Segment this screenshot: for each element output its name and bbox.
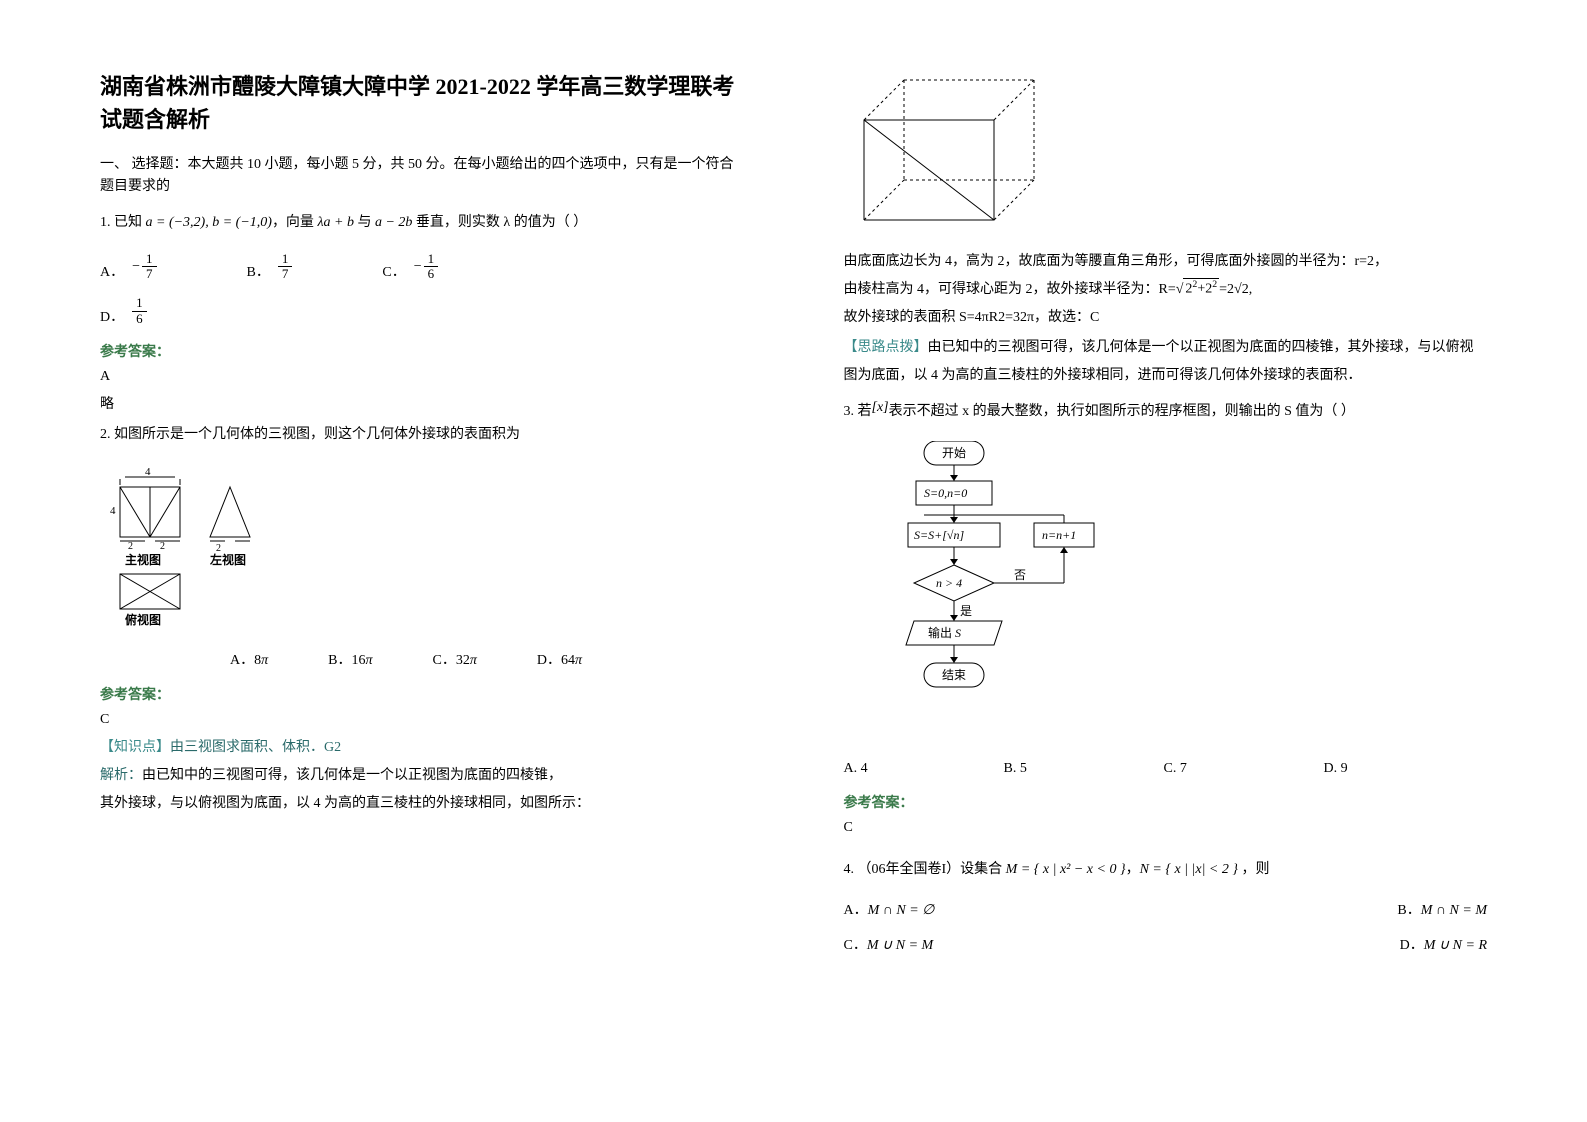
- svg-text:是: 是: [960, 604, 972, 618]
- q2-exp4: 由棱柱高为 4，可得球心距为 2，故外接球半径为：R=√22+22=2√2,: [844, 278, 1488, 298]
- q2-exp2: 其外接球，与以俯视图为底面，以 4 为高的直三棱柱的外接球相同，如图所示：: [100, 792, 744, 812]
- q1-option-d: D． 16: [100, 296, 147, 326]
- opt-b-label: B．: [247, 261, 270, 281]
- q1-option-b: B． 17: [247, 252, 293, 282]
- q2-exp4-sqrt: 22+22: [1183, 278, 1219, 298]
- q3-options: A. 4 B. 5 C. 7 D. 9: [844, 761, 1488, 777]
- q1-text: 1. 已知 a = (−3,2), b = (−1,0) ，向量 λa + b …: [100, 209, 744, 237]
- q1-note: 略: [100, 393, 744, 413]
- q4-options: A．M ∩ N = ∅ B．M ∩ N = M C．M ∪ N = M D．M …: [844, 899, 1488, 954]
- q1-mid1: ，向量: [272, 209, 314, 237]
- q2-kp-text: 由三视图求面积、体积．G2: [170, 740, 341, 755]
- q3-opt-c: C. 7: [1164, 761, 1324, 777]
- q3-text: 3. 若 [x] 表示不超过 x 的最大整数，执行如图所示的程序框图，则输出的 …: [844, 398, 1488, 426]
- q2-kp: 【知识点】由三视图求面积、体积．G2: [100, 736, 744, 756]
- q4-opt-d: D．M ∪ N = R: [1400, 934, 1487, 954]
- opt-c-label: C．: [382, 261, 405, 281]
- q2-exp4-post: =2√2,: [1219, 282, 1252, 297]
- q3-opt-a: A. 4: [844, 761, 1004, 777]
- q2-choices: A．8π B．16π C．32π D．64π: [230, 649, 744, 669]
- optA-num: 1: [142, 252, 157, 267]
- q2-exp1-text: 由已知中的三视图可得，该几何体是一个以正视图为底面的四棱锥，: [142, 768, 562, 783]
- opt-a-label: A．: [100, 261, 124, 281]
- q2-tip: 【思路点拨】由已知中的三视图可得，该几何体是一个以正视图为底面的四棱锥，其外接球…: [844, 334, 1488, 390]
- svg-text:4: 4: [145, 466, 151, 478]
- q3-opt-b: B. 5: [1004, 761, 1164, 777]
- q1-mid2: 与: [357, 209, 371, 237]
- opt-d-label: D．: [100, 306, 124, 326]
- section-header: 一、 选择题：本大题共 10 小题，每小题 5 分，共 50 分。在每小题给出的…: [100, 154, 744, 199]
- q4-M: M = { x | x² − x < 0 }: [1002, 856, 1125, 884]
- top-view-label: 俯视图: [125, 612, 161, 627]
- q4-N: N = { x | |x| < 2 }: [1140, 856, 1242, 884]
- q1-option-a: A． −17: [100, 252, 157, 282]
- q4-opt-c: C．M ∪ N = M: [844, 934, 934, 954]
- q2-choice-a: A．8π: [230, 649, 268, 669]
- ans-label-3: 参考答案：: [844, 792, 1488, 812]
- q3-pre: 3. 若: [844, 398, 872, 426]
- optD-den: 6: [132, 312, 147, 326]
- q1-answer: A: [100, 369, 744, 385]
- q1-prefix: 1. 已知: [100, 209, 142, 237]
- left-view-label: 左视图: [209, 552, 246, 567]
- q2-tip-label: 【思路点拨】: [844, 340, 928, 355]
- q4-opt-b: B．M ∩ N = M: [1397, 899, 1487, 919]
- svg-text:2: 2: [160, 541, 165, 552]
- optA-den: 7: [142, 267, 157, 281]
- optC-den: 6: [424, 267, 439, 281]
- ans-label-2: 参考答案：: [100, 684, 744, 704]
- q4-suffix: ，则: [1241, 856, 1269, 884]
- doc-title: 湖南省株洲市醴陵大障镇大障中学 2021-2022 学年高三数学理联考试题含解析: [100, 70, 744, 136]
- q4-opt-a: A．M ∩ N = ∅: [844, 899, 935, 919]
- flowchart: 开始 S=0,n=0 S=S+[√n] n=n+1 n > 4 否: [894, 441, 1488, 746]
- q2-text: 2. 如图所示是一个几何体的三视图，则这个几何体外接球的表面积为: [100, 421, 744, 449]
- prism-figure: [844, 70, 1488, 235]
- q1-vectors: a = (−3,2), b = (−1,0): [142, 209, 272, 237]
- q2-exp3: 由底面底边长为 4，高为 2，故底面为等腰直角三角形，可得底面外接圆的半径为：r…: [844, 250, 1488, 270]
- q2-choice-b: B．16π: [328, 649, 372, 669]
- svg-text:n > 4: n > 4: [936, 576, 962, 590]
- three-views: 4 4 2 2 主视图 2 左视图: [100, 459, 744, 639]
- optC-num: 1: [424, 252, 439, 267]
- svg-text:否: 否: [1014, 568, 1026, 582]
- q1-suffix: 垂直，则实数 λ 的值为（ ）: [416, 209, 587, 237]
- svg-text:n=n+1: n=n+1: [1042, 528, 1076, 542]
- q2-tip1: 由已知中的三视图可得，该几何体是一个以正视图为底面的四棱锥，其外接球，与以俯视图…: [844, 340, 1474, 383]
- q1-expr2: a − 2b: [371, 209, 415, 237]
- three-views-svg: 4 4 2 2 主视图 2 左视图: [100, 459, 300, 639]
- optB-num: 1: [278, 252, 293, 267]
- q2-exp1: 解析：由已知中的三视图可得，该几何体是一个以正视图为底面的四棱锥，: [100, 764, 744, 784]
- ans-label-1: 参考答案：: [100, 341, 744, 361]
- optD-num: 1: [132, 296, 147, 311]
- svg-text:结束: 结束: [942, 668, 966, 682]
- q1-expr1: λa + b: [314, 209, 358, 237]
- q3-bracket: [x]: [872, 394, 889, 422]
- svg-text:输出 S: 输出 S: [928, 625, 961, 640]
- svg-text:2: 2: [128, 541, 133, 552]
- q3-opt-d: D. 9: [1324, 761, 1484, 777]
- svg-text:S=S+[√n]: S=S+[√n]: [914, 528, 964, 542]
- svg-text:S=0,n=0: S=0,n=0: [924, 486, 967, 500]
- q1-options-row1: A． −17 B． 17 C． −16: [100, 252, 744, 282]
- main-view-label: 主视图: [125, 552, 161, 567]
- optB-den: 7: [278, 267, 293, 281]
- q2-choice-d: D．64π: [537, 649, 582, 669]
- q3-answer: C: [844, 820, 1488, 836]
- q4-comma: ，: [1126, 856, 1140, 884]
- q2-choice-c: C．32π: [433, 649, 477, 669]
- q4-pre: 4. （06年全国卷I）设集合: [844, 856, 1003, 884]
- q1-option-c: C． −16: [382, 252, 438, 282]
- q2-exp-label: 解析：: [100, 768, 142, 783]
- svg-text:4: 4: [110, 505, 116, 517]
- svg-text:开始: 开始: [942, 446, 966, 460]
- q4-text: 4. （06年全国卷I）设集合 M = { x | x² − x < 0 } ，…: [844, 856, 1488, 884]
- q2-kp-label: 【知识点】: [100, 740, 170, 755]
- q2-answer: C: [100, 712, 744, 728]
- q2-exp4-pre: 由棱柱高为 4，可得球心距为 2，故外接球半径为：R=: [844, 282, 1176, 297]
- q2-exp5: 故外接球的表面积 S=4πR2=32π，故选：C: [844, 306, 1488, 326]
- q1-options-row2: D． 16: [100, 296, 744, 326]
- q3-mid: 表示不超过 x 的最大整数，执行如图所示的程序框图，则输出的 S 值为（ ）: [889, 398, 1355, 426]
